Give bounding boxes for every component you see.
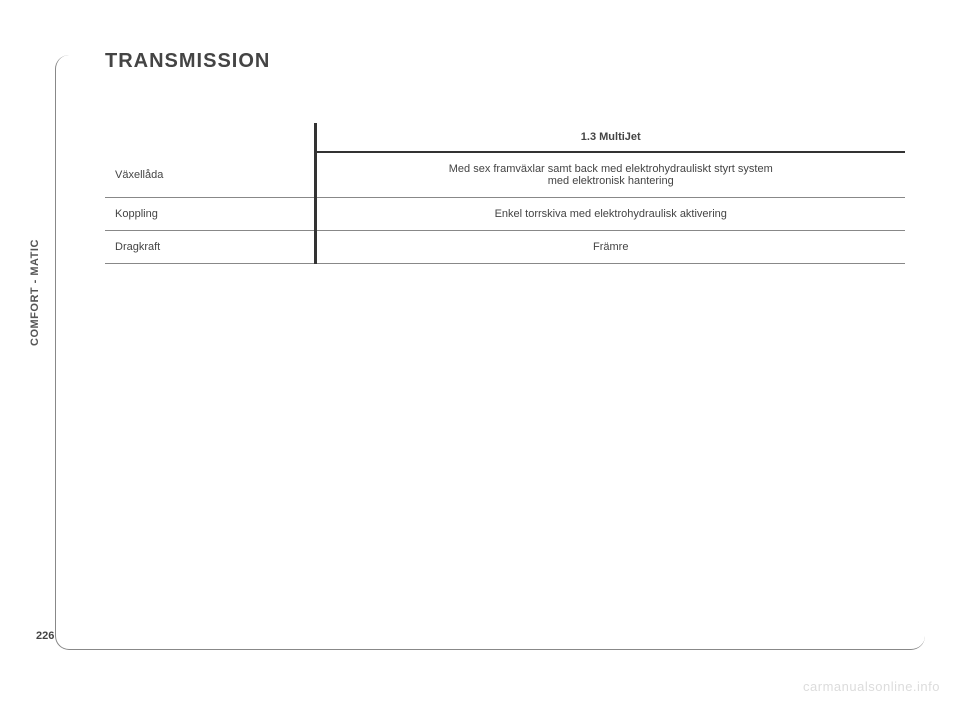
spec-table: 1.3 MultiJet Växellåda Med sex framväxla… (105, 123, 905, 264)
table-row: Dragkraft Främre (105, 231, 905, 264)
side-tab-label: COMFORT - MATIC (29, 239, 41, 346)
table-row: Koppling Enkel torrskiva med elektrohydr… (105, 198, 905, 231)
row-value: Främre (315, 231, 905, 264)
row-label: Växellåda (105, 152, 315, 198)
table-header-row: 1.3 MultiJet (105, 123, 905, 152)
row-label: Koppling (105, 198, 315, 231)
row-label: Dragkraft (105, 231, 315, 264)
page-number: 226 (36, 630, 54, 642)
table-row: Växellåda Med sex framväxlar samt back m… (105, 152, 905, 198)
table-header-model: 1.3 MultiJet (315, 123, 905, 152)
content-area: TRANSMISSION 1.3 MultiJet Växellåda Med … (105, 50, 905, 264)
row-value: Enkel torrskiva med elektrohydraulisk ak… (315, 198, 905, 231)
watermark: carmanualsonline.info (803, 679, 940, 694)
row-value: Med sex framväxlar samt back med elektro… (315, 152, 905, 198)
page-title: TRANSMISSION (105, 50, 905, 73)
table-header-empty (105, 123, 315, 152)
